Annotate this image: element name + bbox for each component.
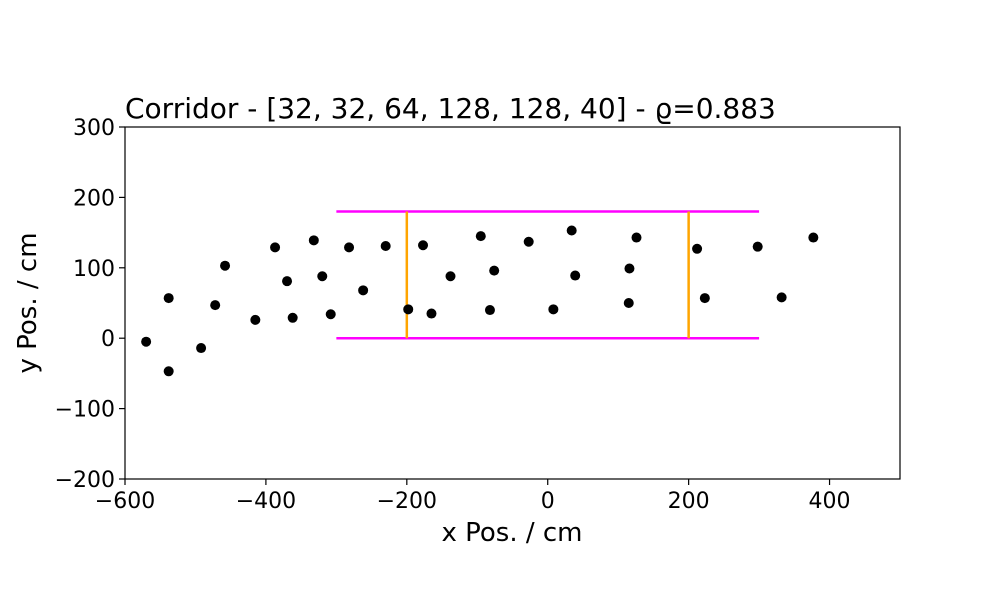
data-point-21	[484, 305, 495, 316]
chart-title: Corridor - [32, 32, 64, 128, 128, 40] - …	[125, 92, 776, 125]
x-tick-label-0: −600	[95, 489, 155, 514]
y-tick-label-0: −200	[55, 468, 115, 493]
data-point-33	[776, 292, 787, 303]
x-tick-label-5: 400	[809, 489, 851, 514]
data-point-32	[752, 241, 763, 252]
data-point-28	[624, 263, 635, 274]
data-point-7	[270, 242, 281, 253]
data-point-2	[163, 366, 174, 377]
data-point-9	[287, 312, 298, 323]
data-point-19	[445, 271, 456, 282]
data-point-29	[631, 232, 642, 243]
plot-frame	[124, 126, 901, 480]
data-point-6	[250, 314, 261, 325]
data-point-25	[566, 225, 577, 236]
data-point-31	[699, 293, 710, 304]
y-tick-label-1: −100	[55, 398, 115, 423]
y-axis-label: y Pos. / cm	[13, 232, 43, 373]
data-point-24	[548, 304, 559, 315]
data-point-11	[317, 271, 328, 282]
data-point-5	[220, 260, 231, 271]
data-point-1	[163, 293, 174, 304]
data-point-17	[418, 240, 429, 251]
y-tick-label-5: 300	[73, 116, 115, 141]
data-point-20	[475, 231, 486, 242]
data-point-10	[308, 235, 319, 246]
data-point-13	[344, 242, 355, 253]
data-point-0	[141, 336, 152, 347]
data-point-30	[692, 243, 703, 254]
x-axis-label: x Pos. / cm	[441, 518, 582, 548]
data-point-12	[325, 309, 336, 320]
x-tick-label-3: 0	[541, 489, 555, 514]
y-tick-label-2: 0	[101, 327, 115, 352]
plot-marks	[141, 210, 819, 377]
data-point-18	[426, 308, 437, 319]
data-point-8	[282, 276, 293, 287]
data-point-15	[380, 240, 391, 251]
x-tick-label-4: 200	[668, 489, 710, 514]
data-point-34	[808, 232, 819, 243]
data-point-22	[489, 265, 500, 276]
data-point-14	[358, 285, 369, 296]
y-tick-label-3: 100	[73, 257, 115, 282]
data-point-16	[403, 304, 414, 315]
data-point-4	[210, 300, 221, 311]
x-tick-label-2: −200	[377, 489, 437, 514]
data-point-23	[523, 236, 534, 247]
data-point-27	[623, 298, 634, 308]
y-tick-label-4: 200	[73, 186, 115, 211]
axis-ticks: −600 −400 −200 0 200 400 −200 −100 0 100 200 300	[55, 116, 851, 514]
x-tick-label-1: −400	[236, 489, 296, 514]
data-point-3	[196, 343, 207, 354]
data-point-26	[570, 270, 581, 281]
